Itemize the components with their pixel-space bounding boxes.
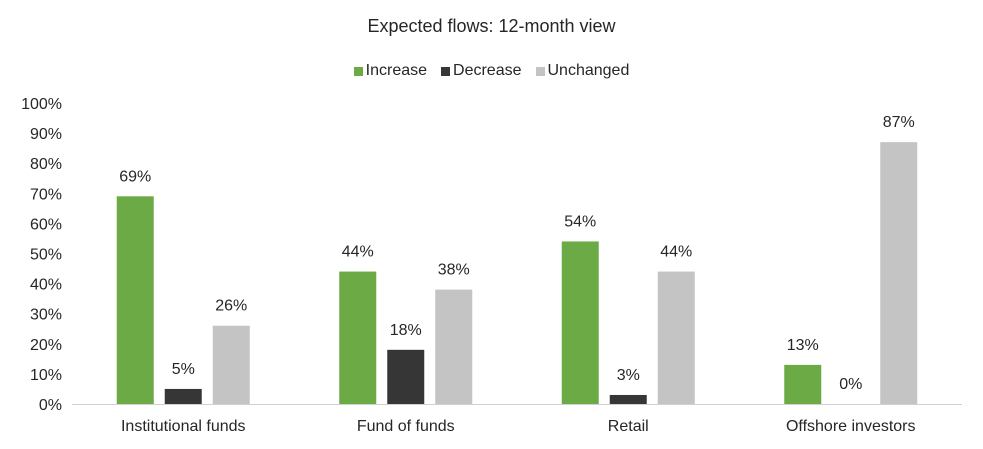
data-label: 44% [342,244,374,261]
data-label: 18% [390,322,422,339]
bar-decrease-1 [387,349,425,404]
legend-label-increase: Increase [365,62,428,79]
data-label: 13% [787,337,819,354]
legend-item-decrease: Decrease [441,62,522,80]
x-tick-label: Offshore investors [786,418,916,435]
data-label: 3% [617,367,640,384]
y-tick-label: 70% [30,186,62,203]
y-tick-label: 20% [30,337,62,354]
bar-increase-1 [339,271,377,404]
legend-swatch-decrease [441,66,451,76]
x-tick-label: Institutional funds [121,418,246,435]
data-label: 54% [564,213,596,230]
legend-item-increase: Increase [353,62,428,80]
legend-label-unchanged: Unchanged [547,62,630,79]
bar-increase-2 [561,241,599,404]
bar-increase-3 [784,364,822,404]
legend-item-unchanged: Unchanged [535,62,630,80]
legend: Increase Decrease Unchanged [0,62,983,80]
y-tick-label: 30% [30,307,62,324]
legend-swatch-increase [353,66,363,76]
bar-unchanged-3 [880,142,918,404]
chart-title: Expected flows: 12-month view [367,16,616,36]
y-tick-label: 100% [21,96,62,113]
y-tick-label: 50% [30,247,62,264]
data-label: 87% [883,114,915,131]
y-tick-label: 40% [30,277,62,294]
data-label: 44% [660,244,692,261]
bar-decrease-2 [609,394,647,404]
data-label: 69% [119,168,151,185]
data-label: 0% [839,376,862,393]
data-label: 38% [438,262,470,279]
y-tick-label: 10% [30,367,62,384]
x-tick-label: Fund of funds [357,418,455,435]
legend-swatch-unchanged [535,66,545,76]
data-label: 5% [172,361,195,378]
y-tick-label: 90% [30,126,62,143]
y-tick-label: 0% [39,397,62,414]
bar-unchanged-0 [212,325,250,404]
y-tick-label: 80% [30,156,62,173]
bar-decrease-0 [164,388,202,404]
data-label: 26% [215,298,247,315]
bar-unchanged-2 [657,271,695,404]
legend-label-decrease: Decrease [453,62,522,79]
y-tick-label: 60% [30,216,62,233]
x-tick-label: Retail [608,418,649,435]
bar-unchanged-1 [435,289,473,404]
bar-increase-0 [116,196,154,404]
